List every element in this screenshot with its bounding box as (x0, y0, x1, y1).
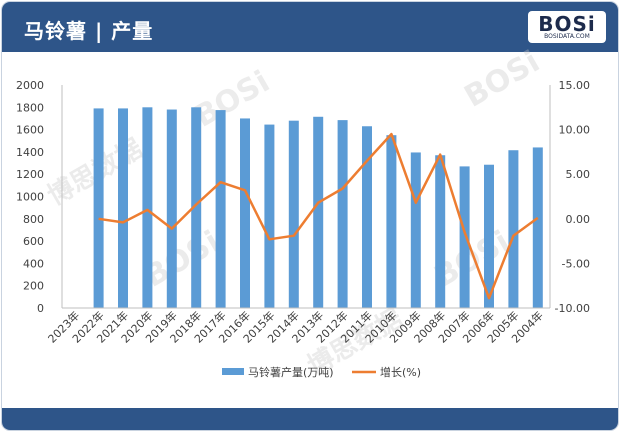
line-series (98, 132, 539, 300)
growth-line (98, 132, 539, 300)
left-tick-label: 0 (37, 302, 44, 315)
right-tick-label: -5.00 (562, 257, 590, 270)
x-axis: 2023年2022年2021年2020年2019年2018年2017年2016年… (45, 307, 550, 346)
footer-bar (2, 408, 618, 430)
bar (191, 107, 202, 308)
bar (508, 150, 519, 308)
bar (435, 155, 446, 308)
bar (240, 118, 250, 308)
right-axis: -10.00 -5.00 0.00 5.00 10.00 15.00 (549, 79, 591, 315)
bar (215, 110, 226, 309)
bar (142, 107, 153, 308)
right-tick-label: 10.00 (559, 124, 591, 137)
bar (532, 147, 543, 308)
bar (288, 120, 299, 309)
bar (484, 164, 494, 308)
bar (459, 166, 470, 308)
left-tick-label: 1800 (16, 101, 44, 114)
left-tick-label: 1000 (16, 191, 44, 204)
left-tick-label: 1400 (16, 146, 44, 159)
right-tick-label: 0.00 (566, 213, 591, 226)
bar (166, 109, 177, 308)
bar (93, 108, 104, 308)
left-axis: 0 200 400 600 800 1000 1200 1400 1600 1800 2000 (16, 79, 63, 315)
left-tick-label: 2000 (16, 79, 44, 92)
left-tick-label: 800 (23, 213, 44, 226)
legend-line-label: 增长(%) (380, 365, 421, 379)
report-card: 马铃薯 | 产量 BOSi BOSIDATA.COM BOSi BOSi BOS… (2, 2, 618, 430)
bosi-logo: BOSi BOSIDATA.COM (528, 11, 606, 43)
legend-bar-swatch (222, 368, 244, 375)
header-bar: 马铃薯 | 产量 BOSi BOSIDATA.COM (2, 2, 618, 52)
right-tick-label: -10.00 (555, 302, 590, 315)
left-tick-label: 600 (23, 235, 44, 248)
bar (118, 108, 128, 308)
logo-text: BOSi (538, 12, 596, 36)
bar (264, 124, 275, 309)
bar (313, 116, 324, 308)
left-tick-label: 1200 (16, 168, 44, 181)
bar (362, 126, 372, 308)
bar (337, 120, 348, 308)
left-tick-label: 1600 (16, 124, 44, 137)
legend-bar-label: 马铃薯产量(万吨) (248, 365, 334, 379)
bar (410, 152, 421, 308)
right-tick-label: 15.00 (559, 79, 591, 92)
left-tick-label: 200 (23, 280, 44, 293)
legend: 马铃薯产量(万吨) 增长(%) (222, 365, 421, 379)
left-tick-label: 400 (23, 257, 44, 270)
production-chart: 0 200 400 600 800 1000 1200 1400 1600 1800 2000 -1… (16, 79, 591, 379)
logo-subtext: BOSIDATA.COM (544, 33, 590, 40)
page-title: 马铃薯 | 产量 (24, 19, 154, 43)
right-tick-label: 5.00 (566, 168, 591, 181)
bar-series (93, 107, 543, 309)
bar (386, 135, 397, 308)
